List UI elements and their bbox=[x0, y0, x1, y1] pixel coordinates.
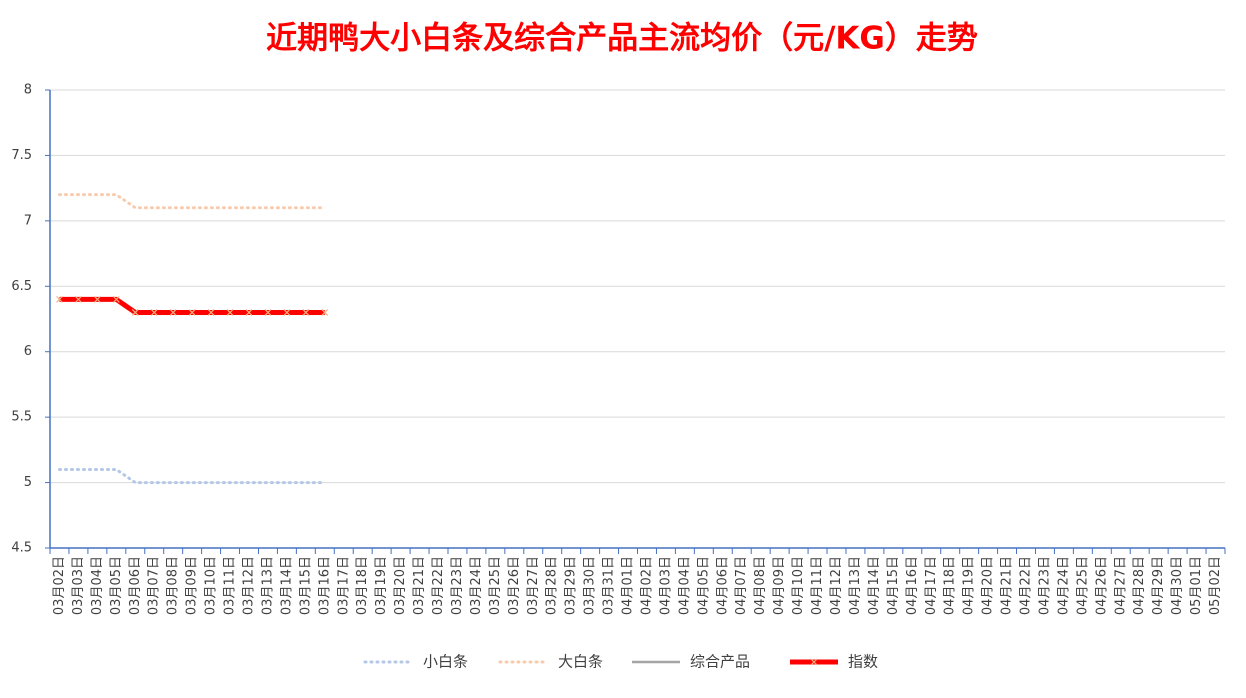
point-marker bbox=[131, 309, 139, 316]
series-line bbox=[57, 467, 327, 485]
x-tick-label: 03月06日 bbox=[128, 556, 143, 615]
x-tick-label: 03月08日 bbox=[166, 556, 181, 615]
x-tick-label: 04月04日 bbox=[677, 556, 692, 615]
x-tick-label: 05月02日 bbox=[1208, 556, 1223, 615]
x-tick-label: 03月25日 bbox=[488, 556, 503, 615]
x-tick-label: 04月27日 bbox=[1113, 556, 1128, 615]
legend-label: 综合产品 bbox=[690, 653, 750, 671]
y-tick-label: 6.5 bbox=[11, 279, 32, 294]
x-tick-label: 04月25日 bbox=[1075, 556, 1090, 615]
x-tick-label: 03月09日 bbox=[185, 556, 200, 615]
x-tick-label: 03月28日 bbox=[545, 556, 560, 615]
x-tick-label: 03月20日 bbox=[393, 556, 408, 615]
x-tick-label: 04月24日 bbox=[1056, 556, 1071, 615]
point-marker bbox=[169, 309, 177, 316]
legend-label: 小白条 bbox=[423, 653, 468, 671]
x-tick-label: 03月31日 bbox=[602, 556, 617, 615]
x-tick-label: 03月15日 bbox=[298, 556, 313, 615]
point-marker bbox=[302, 309, 310, 316]
x-tick-label: 03月14日 bbox=[279, 556, 294, 615]
x-tick-label: 03月03日 bbox=[71, 556, 86, 615]
point-marker bbox=[93, 295, 101, 303]
x-tick-label: 04月06日 bbox=[715, 556, 730, 615]
x-tick-label: 04月14日 bbox=[867, 556, 882, 615]
x-tick-label: 04月21日 bbox=[1000, 556, 1015, 615]
x-tick-label: 04月08日 bbox=[753, 556, 768, 615]
y-tick-label: 7.5 bbox=[11, 148, 32, 163]
y-tick-label: 5 bbox=[24, 475, 32, 490]
x-tick-label: 05月01日 bbox=[1189, 556, 1204, 615]
point-marker bbox=[150, 309, 158, 316]
x-tick-label: 04月22日 bbox=[1019, 556, 1034, 615]
x-tick-label: 03月27日 bbox=[526, 556, 541, 615]
x-tick-label: 04月02日 bbox=[639, 556, 654, 615]
x-tick-label: 04月18日 bbox=[943, 556, 958, 615]
x-tick-label: 03月10日 bbox=[204, 556, 219, 615]
x-tick-label: 04月28日 bbox=[1132, 556, 1147, 615]
x-tick-label: 04月12日 bbox=[829, 556, 844, 615]
x-tick-label: 04月30日 bbox=[1170, 556, 1185, 615]
legend-label: 大白条 bbox=[558, 653, 603, 671]
chart-title: 近期鸭大小白条及综合产品主流均价（元/KG）走势 bbox=[266, 21, 978, 57]
x-tick-label: 04月03日 bbox=[658, 556, 673, 615]
x-tick-label: 04月19日 bbox=[962, 556, 977, 615]
legend-label: 指数 bbox=[848, 653, 878, 671]
point-marker bbox=[56, 295, 63, 303]
point-marker bbox=[321, 309, 329, 316]
x-tick-label: 04月20日 bbox=[981, 556, 996, 615]
x-tick-label: 04月26日 bbox=[1094, 556, 1109, 615]
x-tick-label: 04月01日 bbox=[621, 556, 636, 615]
point-marker bbox=[245, 309, 253, 316]
x-tick-label: 04月29日 bbox=[1151, 556, 1166, 615]
x-tick-label: 04月07日 bbox=[734, 556, 749, 615]
x-tick-label: 04月17日 bbox=[924, 556, 939, 615]
series-line bbox=[57, 193, 327, 210]
y-tick-label: 4.5 bbox=[11, 541, 32, 556]
point-marker bbox=[75, 295, 82, 303]
point-marker bbox=[264, 309, 272, 316]
x-tick-label: 04月09日 bbox=[772, 556, 787, 615]
x-tick-label: 03月12日 bbox=[241, 556, 256, 615]
y-tick-label: 6 bbox=[24, 344, 32, 359]
y-tick-label: 8 bbox=[24, 83, 32, 98]
x-tick-label: 03月13日 bbox=[260, 556, 275, 615]
x-tick-label: 03月05日 bbox=[109, 556, 124, 615]
x-tick-label: 03月19日 bbox=[374, 556, 389, 615]
x-tick-label: 03月16日 bbox=[317, 556, 332, 615]
x-tick-label: 03月21日 bbox=[412, 556, 427, 615]
x-tick-label: 04月11日 bbox=[810, 556, 825, 615]
x-tick-label: 03月24日 bbox=[469, 556, 484, 615]
x-tick-label: 03月04日 bbox=[90, 556, 105, 615]
point-marker bbox=[226, 309, 234, 316]
x-tick-label: 04月05日 bbox=[696, 556, 711, 615]
x-tick-label: 04月15日 bbox=[886, 556, 901, 615]
x-tick-label: 03月17日 bbox=[336, 556, 351, 615]
point-marker bbox=[283, 309, 291, 316]
x-tick-label: 03月26日 bbox=[507, 556, 522, 615]
y-tick-label: 7 bbox=[24, 213, 32, 228]
x-tick-label: 04月16日 bbox=[905, 556, 920, 615]
point-marker bbox=[112, 295, 120, 303]
point-marker bbox=[188, 309, 196, 316]
x-tick-label: 04月10日 bbox=[791, 556, 806, 615]
point-marker bbox=[207, 309, 215, 316]
x-tick-label: 04月23日 bbox=[1037, 556, 1052, 615]
x-tick-label: 04月13日 bbox=[848, 556, 863, 615]
x-tick-label: 03月29日 bbox=[564, 556, 579, 615]
x-tick-label: 03月02日 bbox=[52, 556, 67, 615]
x-tick-label: 03月18日 bbox=[355, 556, 370, 615]
x-tick-label: 03月07日 bbox=[147, 556, 162, 615]
x-tick-label: 03月23日 bbox=[450, 556, 465, 615]
x-tick-label: 03月11日 bbox=[223, 556, 238, 615]
legend-marker bbox=[810, 658, 818, 666]
x-tick-label: 03月30日 bbox=[583, 556, 598, 615]
y-tick-label: 5.5 bbox=[11, 410, 32, 425]
x-tick-label: 03月22日 bbox=[431, 556, 446, 615]
